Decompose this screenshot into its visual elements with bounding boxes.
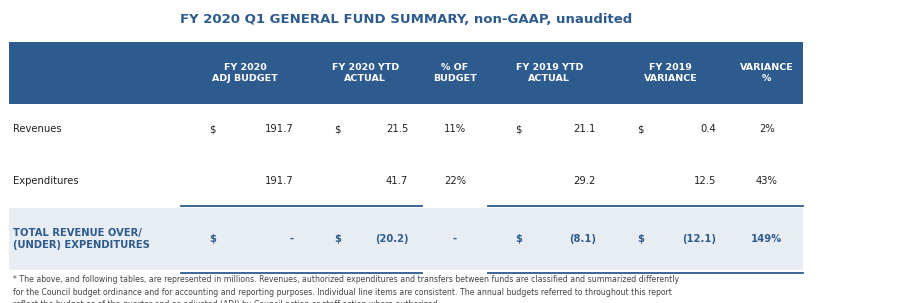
Text: 2%: 2% xyxy=(759,124,775,134)
Text: 22%: 22% xyxy=(444,176,466,186)
Text: $: $ xyxy=(334,124,340,134)
Text: 149%: 149% xyxy=(751,234,782,244)
Text: 191.7: 191.7 xyxy=(265,124,293,134)
Text: 191.7: 191.7 xyxy=(265,176,293,186)
Text: -: - xyxy=(453,234,457,244)
Text: VARIANCE
%: VARIANCE % xyxy=(740,63,794,83)
Text: (8.1): (8.1) xyxy=(569,234,596,244)
Text: -: - xyxy=(290,234,293,244)
Text: * The above, and following tables, are represented in millions. Revenues, author: * The above, and following tables, are r… xyxy=(14,275,680,303)
Text: FY 2019 YTD
ACTUAL: FY 2019 YTD ACTUAL xyxy=(516,63,583,83)
Text: TOTAL REVENUE OVER/
(UNDER) EXPENDITURES: TOTAL REVENUE OVER/ (UNDER) EXPENDITURES xyxy=(14,228,150,250)
Text: $: $ xyxy=(637,234,643,244)
Text: 41.7: 41.7 xyxy=(386,176,409,186)
Text: FY 2020 Q1 GENERAL FUND SUMMARY, non-GAAP, unaudited: FY 2020 Q1 GENERAL FUND SUMMARY, non-GAA… xyxy=(180,13,632,26)
Text: FY 2019
VARIANCE: FY 2019 VARIANCE xyxy=(644,63,698,83)
Text: 11%: 11% xyxy=(444,124,466,134)
Text: 21.1: 21.1 xyxy=(573,124,596,134)
Text: Revenues: Revenues xyxy=(14,124,62,134)
Text: FY 2020
ADJ BUDGET: FY 2020 ADJ BUDGET xyxy=(212,63,278,83)
Text: (12.1): (12.1) xyxy=(682,234,716,244)
Text: $: $ xyxy=(209,124,216,134)
Text: 0.4: 0.4 xyxy=(700,124,716,134)
Text: $: $ xyxy=(209,234,216,244)
Text: $: $ xyxy=(637,124,643,134)
Text: Expenditures: Expenditures xyxy=(14,176,79,186)
Text: 29.2: 29.2 xyxy=(573,176,596,186)
Text: (20.2): (20.2) xyxy=(374,234,409,244)
Text: $: $ xyxy=(515,124,521,134)
Text: FY 2020 YTD
ACTUAL: FY 2020 YTD ACTUAL xyxy=(332,63,399,83)
Text: 12.5: 12.5 xyxy=(694,176,716,186)
Text: $: $ xyxy=(334,234,340,244)
Text: $: $ xyxy=(515,234,522,244)
Text: % OF
BUDGET: % OF BUDGET xyxy=(433,63,477,83)
Text: 43%: 43% xyxy=(756,176,778,186)
Text: 21.5: 21.5 xyxy=(386,124,409,134)
